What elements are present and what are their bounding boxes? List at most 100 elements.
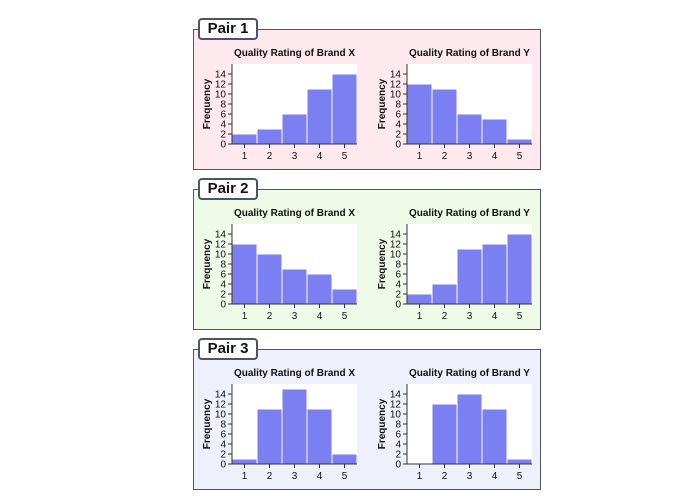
y-tick-label: 2 — [395, 290, 401, 301]
y-tick-label: 4 — [395, 120, 401, 131]
x-tick-label: 4 — [492, 471, 498, 482]
bar-4 — [481, 243, 508, 305]
x-tick-label: 2 — [267, 311, 273, 322]
x-tick-label: 1 — [417, 471, 423, 482]
bar-4 — [481, 118, 508, 145]
x-tick-label: 3 — [292, 311, 298, 322]
bar-1 — [231, 133, 258, 145]
bar-3 — [281, 268, 308, 305]
y-tick-label: 8 — [395, 420, 401, 431]
y-axis-label: Frequency — [377, 78, 388, 129]
bar-3 — [281, 113, 308, 145]
x-tick-label: 2 — [442, 151, 448, 162]
pair-1-label: Pair 1 — [198, 18, 258, 40]
y-tick-label: 2 — [220, 450, 226, 461]
y-tick-label: 14 — [390, 230, 402, 241]
bar-5 — [331, 73, 358, 145]
y-tick-label: 12 — [215, 240, 227, 251]
y-tick-label: 0 — [220, 460, 226, 471]
y-tick-label: 14 — [215, 230, 227, 241]
y-tick-label: 4 — [220, 280, 226, 291]
y-axis-label: Frequency — [202, 238, 213, 289]
y-tick-label: 0 — [220, 140, 226, 151]
bar-5 — [331, 453, 358, 465]
y-tick-label: 0 — [395, 300, 401, 311]
bar-5 — [506, 138, 533, 145]
x-tick-label: 5 — [342, 311, 348, 322]
chart-title: Quality Rating of Brand X — [234, 48, 355, 59]
bar-5 — [506, 458, 533, 465]
bar-2 — [431, 403, 458, 465]
bar-1 — [406, 293, 433, 305]
y-tick-label: 10 — [215, 250, 227, 261]
chart-title: Quality Rating of Brand X — [234, 368, 355, 379]
x-tick-label: 2 — [442, 311, 448, 322]
bar-1 — [406, 83, 433, 145]
y-tick-label: 0 — [220, 300, 226, 311]
y-tick-label: 8 — [220, 100, 226, 111]
bar-2 — [431, 283, 458, 305]
y-tick-label: 12 — [390, 240, 402, 251]
bar-3 — [281, 388, 308, 465]
y-tick-label: 2 — [220, 130, 226, 141]
x-tick-label: 3 — [292, 471, 298, 482]
y-tick-label: 10 — [390, 410, 402, 421]
y-tick-label: 12 — [215, 400, 227, 411]
y-axis-label: Frequency — [202, 78, 213, 129]
y-tick-label: 2 — [395, 450, 401, 461]
x-tick-label: 5 — [517, 151, 523, 162]
bar-3 — [456, 248, 483, 305]
y-axis-label: Frequency — [377, 238, 388, 289]
y-tick-label: 8 — [395, 260, 401, 271]
x-tick-label: 4 — [492, 311, 498, 322]
x-tick-label: 3 — [467, 311, 473, 322]
x-tick-label: 4 — [317, 471, 323, 482]
y-tick-label: 6 — [395, 430, 401, 441]
x-tick-label: 3 — [467, 151, 473, 162]
y-tick-label: 6 — [220, 110, 226, 121]
y-tick-label: 2 — [220, 290, 226, 301]
y-tick-label: 10 — [390, 250, 402, 261]
bar-4 — [481, 408, 508, 465]
bar-2 — [256, 408, 283, 465]
chart-title: Quality Rating of Brand Y — [409, 368, 530, 379]
y-tick-label: 4 — [220, 440, 226, 451]
y-tick-label: 14 — [390, 390, 402, 401]
x-tick-label: 5 — [342, 471, 348, 482]
y-axis-label: Frequency — [377, 398, 388, 449]
bar-5 — [506, 233, 533, 305]
x-tick-label: 1 — [417, 311, 423, 322]
bar-4 — [306, 408, 333, 465]
bar-1 — [231, 458, 258, 465]
y-tick-label: 10 — [215, 410, 227, 421]
bar-2 — [256, 128, 283, 145]
x-tick-label: 5 — [517, 311, 523, 322]
y-tick-label: 14 — [390, 70, 402, 81]
x-tick-label: 4 — [317, 151, 323, 162]
y-axis-label: Frequency — [202, 398, 213, 449]
x-tick-label: 1 — [417, 151, 423, 162]
bar-2 — [431, 88, 458, 145]
y-tick-label: 6 — [395, 270, 401, 281]
bar-3 — [456, 393, 483, 465]
chart-title: Quality Rating of Brand Y — [409, 208, 530, 219]
pair-2-label: Pair 2 — [198, 178, 258, 200]
y-tick-label: 8 — [220, 260, 226, 271]
y-tick-label: 4 — [395, 280, 401, 291]
y-tick-label: 14 — [215, 70, 227, 81]
y-tick-label: 14 — [215, 390, 227, 401]
y-tick-label: 0 — [395, 140, 401, 151]
y-tick-label: 12 — [215, 80, 227, 91]
pair-3-label: Pair 3 — [198, 338, 258, 360]
bar-1 — [231, 243, 258, 305]
y-tick-label: 6 — [395, 110, 401, 121]
x-tick-label: 1 — [242, 311, 248, 322]
x-tick-label: 2 — [267, 471, 273, 482]
x-tick-label: 2 — [267, 151, 273, 162]
y-tick-label: 10 — [390, 90, 402, 101]
y-tick-label: 12 — [390, 80, 402, 91]
